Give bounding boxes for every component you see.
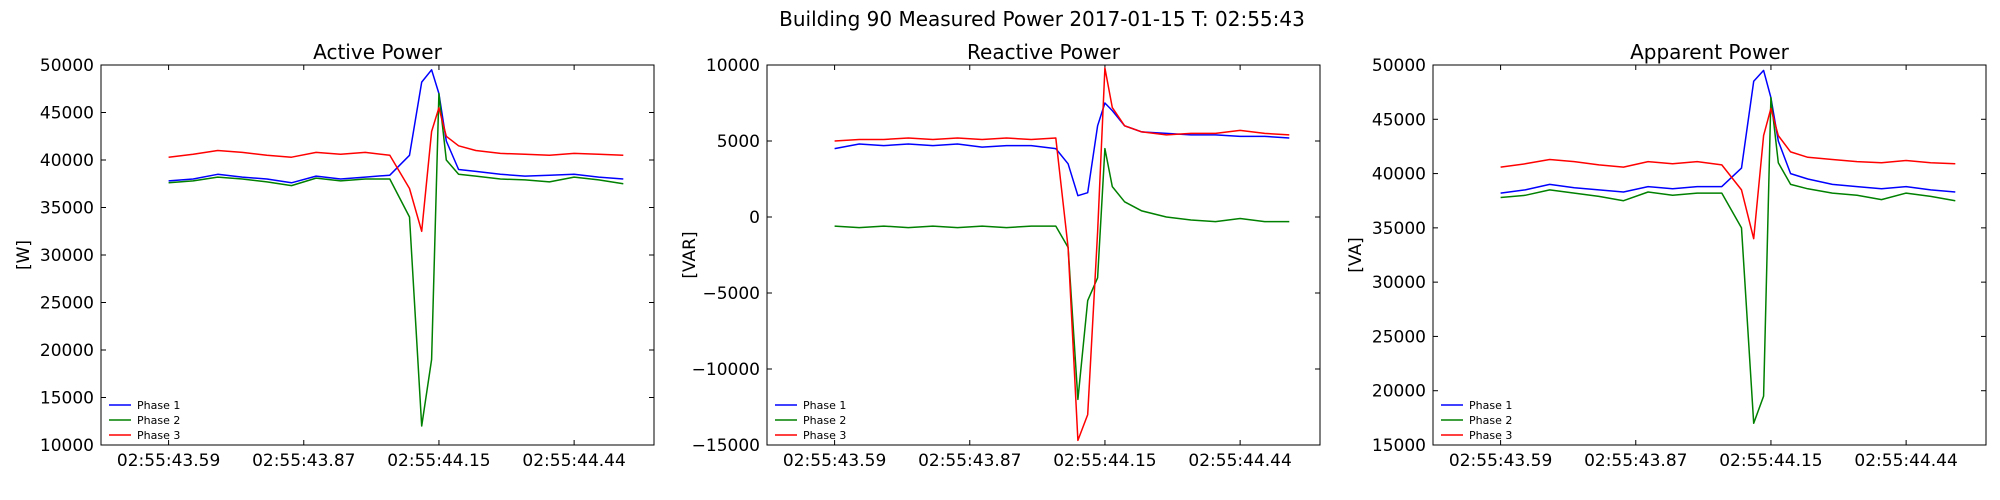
y-tick-label: 15000 xyxy=(40,389,94,409)
y-tick-label: 20000 xyxy=(40,341,94,361)
legend-label-phase-1: Phase 1 xyxy=(1469,399,1512,412)
legend-label-phase-3: Phase 3 xyxy=(1469,429,1512,442)
legend: Phase 1 Phase 2 Phase 3 xyxy=(109,399,180,442)
series-line-phase-1 xyxy=(168,69,624,184)
y-tick-label: 25000 xyxy=(1372,327,1426,347)
plot-frame xyxy=(1432,64,1987,446)
chart-title: Reactive Power xyxy=(967,40,1121,64)
y-tick-label: −10000 xyxy=(692,360,760,380)
y-tick-label: 20000 xyxy=(1372,382,1426,402)
series-line-phase-3 xyxy=(168,107,624,233)
y-tick-label: 15000 xyxy=(1372,436,1426,456)
y-tick-label: −15000 xyxy=(692,436,760,456)
y-tick-label: 10000 xyxy=(706,56,760,76)
y-tick-label: 50000 xyxy=(1372,56,1426,76)
legend-label-phase-1: Phase 1 xyxy=(137,399,180,412)
y-tick-label: 40000 xyxy=(40,151,94,171)
legend-label-phase-1: Phase 1 xyxy=(803,399,846,412)
y-tick-label: 35000 xyxy=(1372,219,1426,239)
series-line-phase-3 xyxy=(834,67,1290,442)
x-tick-label: 02:55:43.87 xyxy=(918,451,1021,471)
series-line-phase-2 xyxy=(168,92,624,427)
x-tick-label: 02:55:44.15 xyxy=(387,451,490,471)
series-line-phase-2 xyxy=(834,147,1290,401)
x-tick-label: 02:55:43.87 xyxy=(252,451,355,471)
legend-label-phase-2: Phase 2 xyxy=(1469,414,1512,427)
chart-title: Active Power xyxy=(313,40,442,64)
y-axis-label: [VAR] xyxy=(680,231,700,278)
y-tick-label: 40000 xyxy=(1372,165,1426,185)
legend: Phase 1 Phase 2 Phase 3 xyxy=(1441,399,1512,442)
x-tick-label: 02:55:43.59 xyxy=(117,451,220,471)
x-tick-label: 02:55:44.15 xyxy=(1719,451,1822,471)
y-tick-label: 50000 xyxy=(40,56,94,76)
legend-label-phase-3: Phase 3 xyxy=(137,429,180,442)
y-tick-label: 35000 xyxy=(40,199,94,219)
legend-label-phase-2: Phase 2 xyxy=(803,414,846,427)
legend-label-phase-2: Phase 2 xyxy=(137,414,180,427)
series-line-phase-2 xyxy=(1500,96,1956,425)
x-tick-label: 02:55:44.15 xyxy=(1053,451,1156,471)
chart-apparent-power: Apparent Power 15000 20000 25000 30000 35000 4… xyxy=(1346,40,1987,471)
y-tick-label: 5000 xyxy=(717,132,760,152)
y-tick-label: 10000 xyxy=(40,436,94,456)
x-tick-label: 02:55:44.44 xyxy=(522,451,625,471)
series-line-phase-1 xyxy=(1500,69,1956,194)
legend: Phase 1 Phase 2 Phase 3 xyxy=(775,399,846,442)
y-tick-label: 45000 xyxy=(1372,110,1426,130)
chart-active-power: Active Power 10000 15000 20000 25000 30000 350… xyxy=(14,40,655,471)
y-tick-label: 30000 xyxy=(40,246,94,266)
figure-title: Building 90 Measured Power 2017-01-15 T:… xyxy=(779,7,1305,31)
plot-frame xyxy=(100,64,655,446)
plot-frame xyxy=(766,64,1321,446)
y-axis-label: [VA] xyxy=(1346,237,1366,272)
y-tick-label: 30000 xyxy=(1372,273,1426,293)
x-tick-label: 02:55:43.59 xyxy=(1449,451,1552,471)
y-tick-label: 25000 xyxy=(40,294,94,314)
chart-reactive-power: Reactive Power −15000 −10000 −5000 0 5000 1000… xyxy=(680,40,1321,471)
x-tick-label: 02:55:44.44 xyxy=(1188,451,1291,471)
x-tick-label: 02:55:44.44 xyxy=(1854,451,1957,471)
legend-label-phase-3: Phase 3 xyxy=(803,429,846,442)
series-line-phase-1 xyxy=(834,102,1290,197)
y-tick-label: 0 xyxy=(749,208,760,228)
chart-title: Apparent Power xyxy=(1630,40,1790,64)
x-tick-label: 02:55:43.59 xyxy=(783,451,886,471)
x-tick-label: 02:55:43.87 xyxy=(1584,451,1687,471)
y-tick-label: −5000 xyxy=(702,284,760,304)
y-tick-label: 45000 xyxy=(40,104,94,124)
series-line-phase-3 xyxy=(1500,107,1956,240)
y-axis-label: [W] xyxy=(14,240,34,270)
